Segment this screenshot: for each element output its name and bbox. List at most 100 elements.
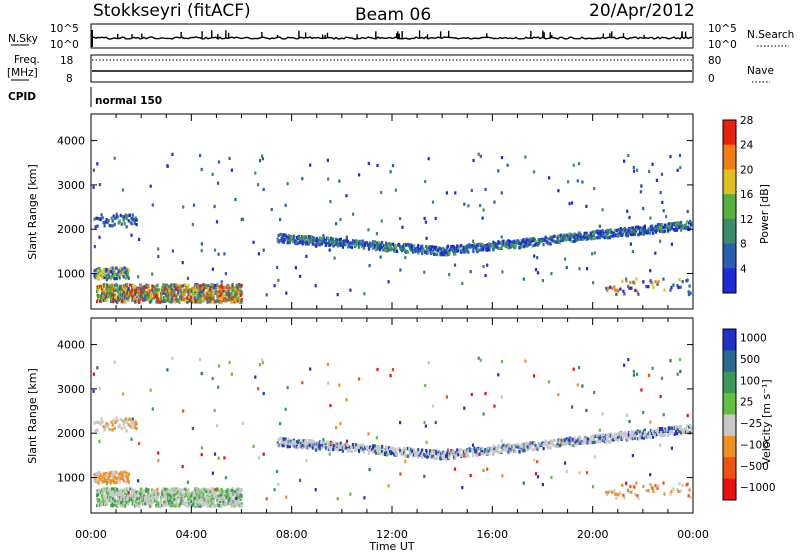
velocity-cell <box>662 481 665 485</box>
power-cell <box>299 274 302 278</box>
power-cell <box>394 188 397 192</box>
velocity-cell <box>258 363 262 367</box>
power-cell <box>450 245 453 249</box>
power-cell <box>597 231 600 236</box>
velocity-cell <box>686 482 689 486</box>
power-cell <box>203 295 206 299</box>
power-cell <box>213 286 216 290</box>
velocity-cell <box>135 427 138 431</box>
velocity-cell <box>634 492 637 496</box>
power-cell <box>629 280 632 285</box>
velocity-cell <box>626 437 629 442</box>
velocity-cell <box>106 424 109 428</box>
power-cell <box>463 202 466 206</box>
power-cell <box>192 203 196 207</box>
velocity-cell <box>408 447 411 451</box>
velocity-cell <box>211 471 214 475</box>
velocity-cell <box>659 395 662 399</box>
velocity-cell <box>221 489 224 494</box>
velocity-cell <box>201 501 204 505</box>
velocity-cell <box>468 449 472 453</box>
power-cell <box>674 225 678 229</box>
velocity-cell <box>95 478 98 482</box>
power-cell <box>324 243 327 247</box>
velocity-cell <box>127 423 130 427</box>
velocity-cell <box>446 451 449 455</box>
power-cell <box>453 263 457 267</box>
velocity-cell <box>234 494 237 498</box>
velocity-cell <box>578 435 581 439</box>
velocity-cell <box>500 395 503 399</box>
freq-unit-label: [MHz] <box>7 67 38 79</box>
power-cell <box>522 277 525 281</box>
velocity-cell <box>657 484 660 488</box>
power-cell <box>110 274 113 279</box>
power-cell <box>190 295 193 300</box>
velocity-cell <box>471 443 475 447</box>
power-cell <box>621 279 624 283</box>
power-cell <box>219 293 222 297</box>
velocity-cell <box>391 368 395 372</box>
velocity-cell <box>385 453 389 457</box>
power-cell <box>669 288 672 292</box>
power-cell <box>315 244 318 248</box>
velocity-cell <box>230 497 233 501</box>
power-cell <box>615 228 618 232</box>
power-cell <box>575 238 578 242</box>
power-cell <box>506 163 509 167</box>
power-cell <box>500 156 504 160</box>
power-cell <box>592 233 595 237</box>
ytick-label: 4000 <box>57 135 85 148</box>
power-cell <box>186 300 189 304</box>
power-cell <box>120 284 123 288</box>
velocity-cell <box>479 446 482 450</box>
velocity-cell <box>529 445 532 449</box>
velocity-cell <box>480 450 483 454</box>
velocity-cell <box>223 456 226 460</box>
velocity-cell <box>204 501 207 505</box>
velocity-cell <box>667 428 671 432</box>
velocity-cell <box>642 411 645 415</box>
velocity-cell <box>192 502 195 507</box>
nsearch-tick-low: 10^0 <box>708 39 737 51</box>
power-cell <box>228 156 231 160</box>
power-cell <box>92 168 95 172</box>
power-cell <box>212 296 215 300</box>
velocity-cell <box>520 449 523 453</box>
power-cell <box>296 242 299 246</box>
power-cell <box>110 270 113 274</box>
velocity-cell <box>660 427 664 431</box>
power-cell <box>241 217 245 221</box>
power-cell <box>240 297 243 302</box>
power-cell <box>99 218 102 222</box>
power-cell <box>140 287 143 291</box>
power-cell <box>301 177 304 181</box>
velocity-cell <box>645 489 648 493</box>
velocity-cell <box>150 503 153 507</box>
velocity-cell <box>501 474 504 478</box>
power-cell <box>257 252 260 256</box>
velocity-cell <box>453 467 457 471</box>
power-cell <box>649 216 652 220</box>
power-cell <box>319 237 322 241</box>
velocity-cell <box>324 446 327 450</box>
power-cell <box>170 290 173 294</box>
velocity-cell <box>418 451 421 455</box>
velocity-cell <box>116 419 119 423</box>
power-cell <box>200 284 203 288</box>
velocity-cell <box>523 449 526 453</box>
power-cell <box>467 250 470 254</box>
power-cell <box>666 229 670 233</box>
velocity-cell <box>191 426 194 431</box>
power-cell <box>107 219 110 223</box>
velocity-cell <box>128 493 131 497</box>
power-cell <box>199 154 202 158</box>
power-cell <box>192 298 195 303</box>
velocity-cell <box>219 497 222 501</box>
power-cell <box>367 247 371 251</box>
power-cell <box>122 275 125 279</box>
power-cell <box>106 220 109 224</box>
velocity-cell <box>125 429 128 433</box>
power-cell <box>454 252 457 256</box>
velocity-cell <box>176 502 179 506</box>
